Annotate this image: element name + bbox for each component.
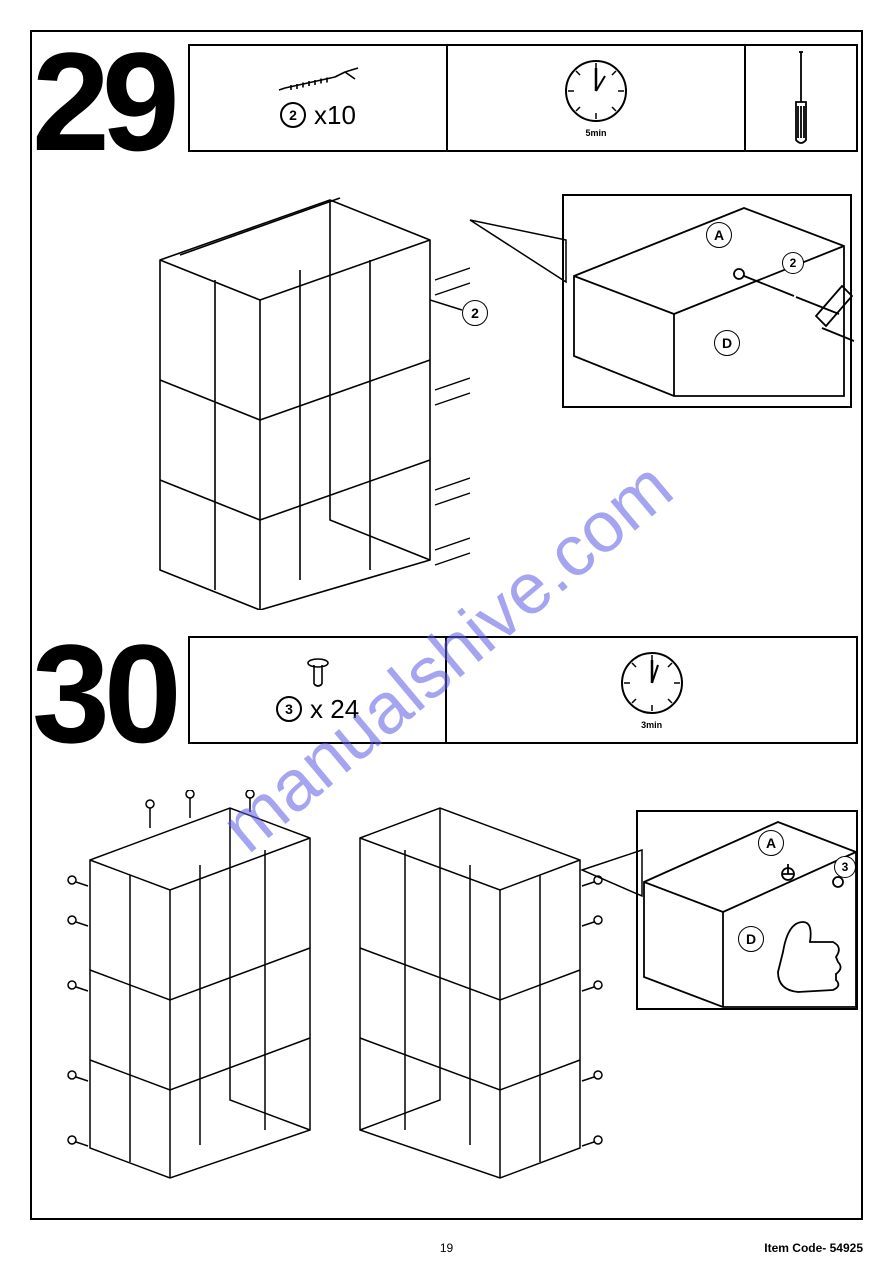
step-29-time-cell: 5min: [448, 46, 746, 150]
step-29-detail-box: A 2 D: [562, 194, 852, 408]
step-30-cabinet-left: [50, 790, 340, 1190]
step-29-detail-label-part: 2: [782, 252, 804, 274]
step-29-detail-label-d: D: [714, 330, 740, 356]
step-30-time-label: 3min: [641, 720, 662, 730]
step-29-hardware-qty: x10: [314, 100, 356, 131]
step-30-hardware-id: 3: [276, 696, 302, 722]
step-30-time-cell: 3min: [447, 638, 856, 742]
clock-icon: [563, 58, 629, 124]
step-29-header: 2 x10 5min: [188, 44, 858, 152]
step-29-tool-cell: [746, 46, 856, 150]
screw-icon: [273, 66, 363, 94]
step-number-30: 30: [32, 624, 176, 764]
step-number-29: 29: [32, 32, 172, 172]
step-30-detail-box: A 3 D: [636, 810, 858, 1010]
step-29-hardware-cell: 2 x10: [190, 46, 448, 150]
step-30-detail-pointer: [576, 840, 646, 920]
step-30-hardware-cell: 3 x 24: [190, 638, 447, 742]
step-30-detail-label-a: A: [758, 830, 784, 856]
step-29-time-label: 5min: [585, 128, 606, 138]
item-code: Item Code- 54925: [764, 1241, 863, 1255]
shelf-pin-icon: [301, 656, 335, 688]
step-29-detail-label-a: A: [706, 222, 732, 248]
step-29-cabinet-illustration: [130, 180, 470, 610]
step-30-hardware-qty: x 24: [310, 694, 359, 725]
page-number: 19: [440, 1241, 453, 1255]
step-30-detail-label-part: 3: [834, 856, 856, 878]
screwdriver-icon: [787, 50, 815, 146]
clock-icon: [619, 650, 685, 716]
step-30-detail-label-d: D: [738, 926, 764, 952]
step-29-detail-pointer: [460, 210, 570, 310]
step-29-hardware-id: 2: [280, 102, 306, 128]
step-30-header: 3 x 24 3min: [188, 636, 858, 744]
